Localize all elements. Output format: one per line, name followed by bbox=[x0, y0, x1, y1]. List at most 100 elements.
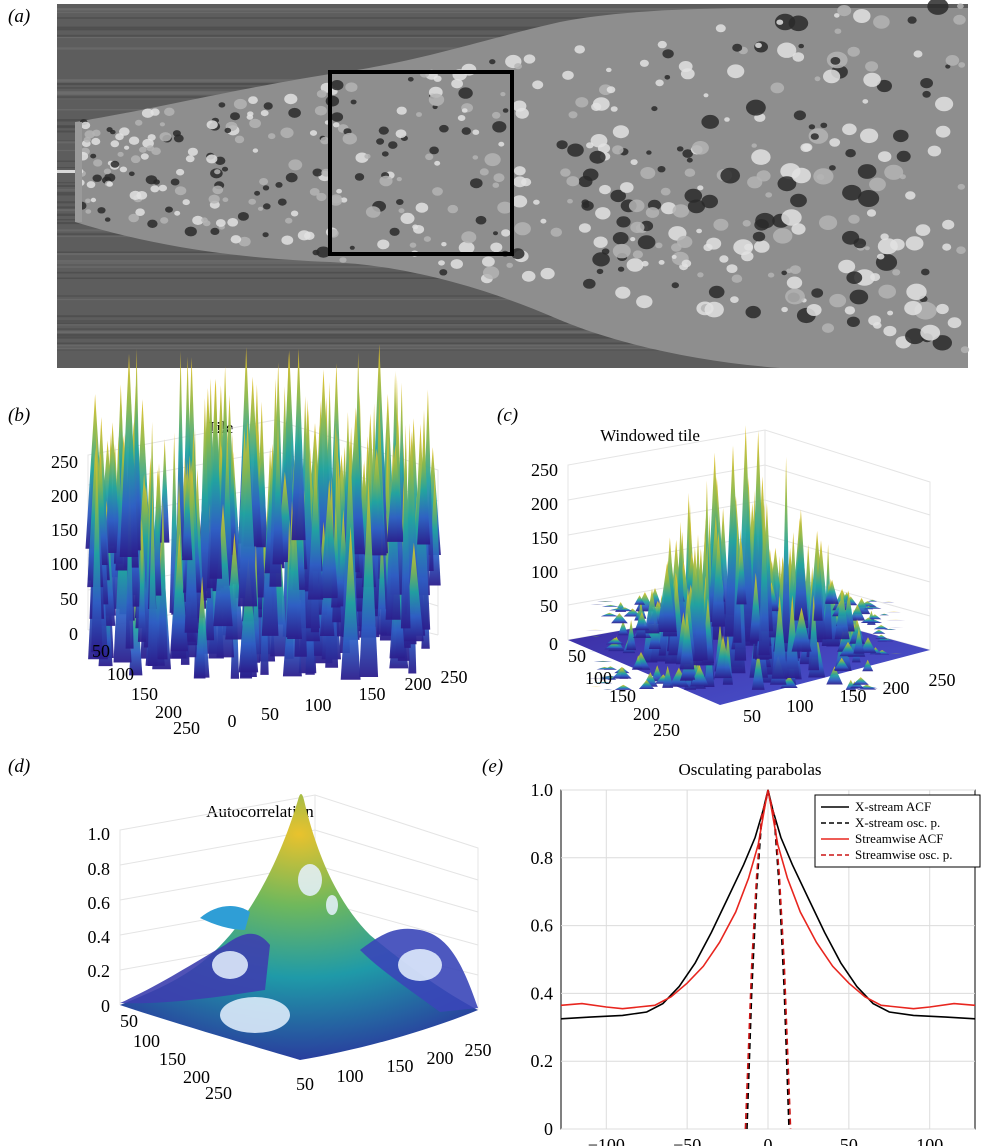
tile-surface-spike bbox=[272, 423, 284, 565]
tile-surface-spike bbox=[417, 436, 431, 545]
windowed-surface-spike bbox=[833, 657, 850, 671]
z-tick-label: 0.6 bbox=[88, 893, 111, 913]
y-tick-label: 50 bbox=[120, 1011, 138, 1031]
windowed-surface-spike bbox=[603, 689, 613, 690]
panel-c-label: (c) bbox=[497, 405, 519, 426]
windowed-surface-spike bbox=[849, 619, 865, 644]
windowed-surface-spike bbox=[694, 548, 708, 661]
z-tick-label: 0.2 bbox=[88, 961, 111, 981]
series-line bbox=[744, 789, 792, 1130]
z-tick-label: 150 bbox=[531, 528, 558, 548]
y-tick-label: 100 bbox=[133, 1031, 160, 1051]
windowed-surface-spike bbox=[626, 619, 637, 651]
tile-surface-spike bbox=[386, 444, 404, 542]
y-tick-label: 200 bbox=[155, 702, 182, 722]
windowed-surface-spike bbox=[883, 628, 897, 630]
windowed-surface-spike bbox=[877, 636, 888, 642]
z-tick-label: 100 bbox=[51, 554, 78, 574]
legend-label: X-stream ACF bbox=[855, 799, 931, 814]
windowed-surface-spike bbox=[679, 612, 695, 670]
z-tick-label: 1.0 bbox=[88, 824, 111, 844]
y-tick-label: 250 bbox=[653, 720, 680, 740]
windowed-surface-spike bbox=[603, 666, 617, 670]
y-tick-label: 150 bbox=[609, 686, 636, 706]
windowed-surface-spike bbox=[600, 612, 619, 617]
panel-d-label: (d) bbox=[8, 756, 31, 777]
windowed-surface-spike bbox=[690, 665, 709, 687]
windowed-surface-spike bbox=[648, 619, 661, 649]
tile-surface-spike bbox=[119, 353, 139, 557]
panel-c-title: Windowed tile bbox=[600, 426, 700, 445]
windowed-surface-spike bbox=[614, 684, 633, 690]
windowed-surface-spike bbox=[592, 682, 608, 683]
windowed-surface-spike bbox=[714, 635, 732, 679]
windowed-surface-spike bbox=[607, 676, 617, 680]
windowed-surface-spike bbox=[736, 540, 747, 605]
windowed-surface-spike bbox=[791, 607, 812, 652]
windowed-surface-spike bbox=[813, 551, 823, 621]
x-tick-label: 0 bbox=[228, 711, 237, 731]
legend-label: X-stream osc. p. bbox=[855, 815, 940, 830]
e-y-tick-label: 0.6 bbox=[531, 916, 554, 936]
y-tick-label: 200 bbox=[633, 704, 660, 724]
windowed-surface-spike bbox=[634, 611, 650, 631]
tile-surface-spike bbox=[182, 461, 193, 561]
x-tick-label: 150 bbox=[387, 1056, 414, 1076]
y-tick-label: 250 bbox=[173, 718, 200, 738]
z-tick-label: 0.8 bbox=[88, 859, 111, 879]
windowed-surface-spike bbox=[864, 606, 874, 610]
windowed-surface-spike bbox=[782, 456, 791, 644]
x-tick-label: 100 bbox=[305, 695, 332, 715]
tile-surface-spike bbox=[340, 526, 361, 680]
tile-surface-spike bbox=[291, 348, 306, 541]
windowed-surface-spike bbox=[597, 601, 614, 602]
e-x-tick-label: −100 bbox=[588, 1135, 625, 1146]
z-tick-label: 250 bbox=[531, 460, 558, 480]
windowed-surface-spike bbox=[862, 659, 874, 672]
windowed-surface-spike bbox=[771, 595, 788, 679]
y-tick-label: 50 bbox=[92, 641, 110, 661]
legend-label: Streamwise ACF bbox=[855, 831, 943, 846]
windowed-surface-spike bbox=[780, 675, 798, 688]
windowed-surface-spike bbox=[611, 613, 628, 624]
tile-surface-spike bbox=[160, 438, 170, 543]
windowed-surface-spike bbox=[758, 503, 770, 656]
e-y-tick-label: 0.2 bbox=[531, 1051, 554, 1071]
windowed-surface-spike bbox=[593, 660, 613, 662]
e-x-tick-label: −50 bbox=[673, 1135, 701, 1146]
panel-e-line-chart: −100 −50 0 50 100 0 0.2 0.4 0.6 0.8 1.0 X-stream A… bbox=[531, 780, 981, 1146]
z-tick-label: 0 bbox=[69, 624, 78, 644]
tile-surface-spike bbox=[213, 503, 233, 627]
tile-surface-spike bbox=[198, 398, 211, 599]
windowed-surface-spike bbox=[882, 601, 895, 603]
y-tick-label: 150 bbox=[159, 1049, 186, 1069]
panel-d-surface-plot: 00.20.40.60.81.050 100 150 200 2505010015020… bbox=[88, 794, 492, 1103]
tile-surface-spike bbox=[194, 576, 210, 678]
windowed-surface-spike bbox=[603, 675, 616, 677]
windowed-surface-spike bbox=[875, 634, 888, 639]
x-tick-label: 250 bbox=[929, 670, 956, 690]
x-tick-label: 200 bbox=[883, 678, 910, 698]
windowed-surface-spike bbox=[644, 588, 660, 634]
windowed-surface-spike bbox=[711, 531, 726, 627]
e-y-tick-label: 0.8 bbox=[531, 848, 554, 868]
z-tick-label: 200 bbox=[51, 486, 78, 506]
y-tick-label: 100 bbox=[107, 664, 134, 684]
tile-surface-spike bbox=[129, 581, 143, 676]
tile-surface-spike bbox=[307, 460, 324, 600]
e-y-tick-label: 0.4 bbox=[531, 983, 554, 1003]
windowed-surface-spike bbox=[669, 667, 689, 687]
z-tick-label: 50 bbox=[60, 589, 78, 609]
panel-e-label: (e) bbox=[482, 756, 504, 777]
windowed-surface-spike bbox=[825, 579, 839, 604]
e-y-tick-label: 1.0 bbox=[531, 780, 554, 800]
panel-b-label: (b) bbox=[8, 405, 31, 426]
e-x-tick-label: 50 bbox=[840, 1135, 858, 1146]
x-tick-label: 50 bbox=[296, 1074, 314, 1094]
windowed-surface-spike bbox=[852, 677, 869, 685]
windowed-surface-spike bbox=[634, 595, 645, 605]
windowed-surface-spike bbox=[834, 588, 850, 640]
panel-a-label: (a) bbox=[8, 6, 31, 27]
